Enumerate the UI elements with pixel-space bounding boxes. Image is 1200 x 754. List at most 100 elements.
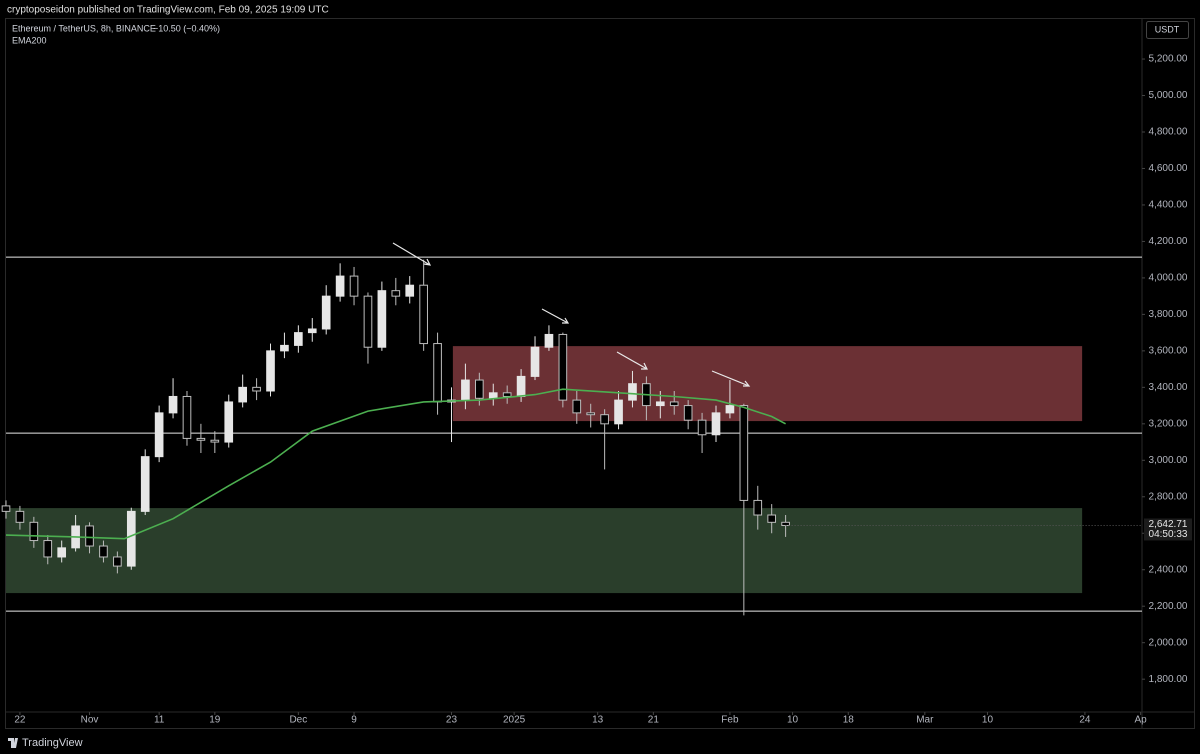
candle-body [725, 405, 735, 414]
currency-label[interactable]: USDT [1155, 24, 1180, 34]
price-zone [452, 346, 1083, 422]
x-tick-label: 2025 [503, 715, 526, 726]
candle-body [349, 275, 359, 297]
candle-body [767, 514, 777, 523]
x-tick-label: Dec [289, 715, 307, 726]
y-tick-label: 4,000.00 [1149, 273, 1188, 284]
candle-body [182, 395, 192, 439]
plot-area [1, 256, 1142, 616]
candle-body [224, 401, 234, 443]
candle-body [210, 439, 220, 443]
y-tick-label: 3,000.00 [1149, 455, 1188, 466]
y-tick-label: 3,600.00 [1149, 346, 1188, 357]
candle-body [475, 379, 484, 399]
candle-body [252, 386, 261, 392]
x-tick-label: 10 [787, 715, 799, 726]
y-tick-label: 2,800.00 [1149, 491, 1188, 502]
footer-logo [8, 738, 18, 748]
x-tick-label: 19 [209, 715, 221, 726]
candle-body [433, 343, 442, 403]
candle-body [294, 332, 303, 346]
annotation-arrows [392, 242, 751, 387]
y-tick-label: 4,200.00 [1149, 236, 1188, 247]
y-tick-label: 2,000.00 [1149, 637, 1188, 648]
x-tick-label: Nov [81, 715, 99, 726]
candle-body [238, 386, 247, 403]
candle-body [739, 405, 749, 501]
candle-body [697, 419, 707, 436]
candle-body [530, 346, 540, 377]
y-tick-label: 4,600.00 [1149, 163, 1188, 174]
currency-button[interactable] [1146, 21, 1189, 39]
candle-body [363, 295, 373, 348]
arrow [711, 370, 751, 387]
header-text: cryptoposeidon published on TradingView.… [7, 5, 329, 16]
candle-body [140, 456, 150, 512]
candle-body [419, 284, 428, 345]
candle-body [572, 399, 582, 414]
x-tick-label: 10 [982, 715, 994, 726]
candle-body [196, 437, 206, 441]
arrow [392, 242, 432, 266]
candle-body [43, 540, 53, 558]
x-tick-label: 24 [1079, 715, 1091, 726]
y-tick-label: 1,800.00 [1149, 674, 1188, 685]
candle-body [669, 401, 679, 407]
candle-body [321, 295, 331, 330]
candle-body [266, 350, 275, 392]
y-tick-label: 5,200.00 [1149, 54, 1188, 65]
y-tick-label: 2,400.00 [1149, 564, 1188, 575]
countdown-label: 04:50:33 [1149, 529, 1188, 540]
candle-body [655, 401, 665, 407]
y-tick-label: 3,800.00 [1149, 309, 1188, 320]
x-tick-label: Mar [916, 715, 934, 726]
candle-body [683, 405, 693, 421]
candle-body [405, 284, 415, 297]
x-tick-label: 9 [351, 715, 357, 726]
candle-body [113, 556, 122, 567]
candle-body [586, 412, 596, 416]
candle-body [335, 275, 345, 297]
x-tick-label: 21 [648, 715, 660, 726]
candle-body [57, 547, 67, 558]
candle-body [1, 505, 11, 512]
price-zone [6, 508, 1083, 594]
candle-body [85, 525, 94, 547]
candle-body [29, 521, 39, 542]
y-tick-label: 3,200.00 [1149, 418, 1188, 429]
x-tick-label: 13 [592, 715, 604, 726]
y-tick-label: 5,000.00 [1149, 90, 1188, 101]
candle-body [600, 414, 609, 425]
arrow [616, 351, 648, 370]
candle-body [488, 392, 498, 399]
x-tick-label: 22 [14, 715, 26, 726]
arrow [541, 308, 570, 324]
chart-frame [5, 18, 1195, 729]
candle-body [628, 383, 637, 401]
y-tick-label: 4,400.00 [1149, 200, 1188, 211]
candle-body [544, 333, 554, 348]
candle-body [391, 290, 401, 297]
x-tick-label: 18 [843, 715, 855, 726]
last-price-label: 2,642.71 [1149, 519, 1188, 530]
ema-line [5, 388, 786, 540]
footer-brand: TradingView [22, 737, 83, 749]
candle-body [558, 333, 568, 401]
price-change: −10.50 (−0.40%) [153, 23, 220, 33]
x-tick-label: Ap [1134, 715, 1147, 726]
candle-body [168, 395, 178, 414]
candle-body [280, 344, 289, 352]
y-tick-label: 3,400.00 [1149, 382, 1188, 393]
candle-body [461, 379, 470, 401]
candle-body [614, 399, 623, 425]
candle-body [502, 392, 512, 397]
x-tick-label: Feb [721, 715, 739, 726]
candle-body [753, 499, 763, 516]
candle-body [516, 375, 526, 397]
candle-body [154, 412, 164, 458]
indicator-name: EMA200 [12, 35, 47, 45]
last-price-box [1144, 518, 1192, 541]
candle-body [126, 510, 136, 567]
